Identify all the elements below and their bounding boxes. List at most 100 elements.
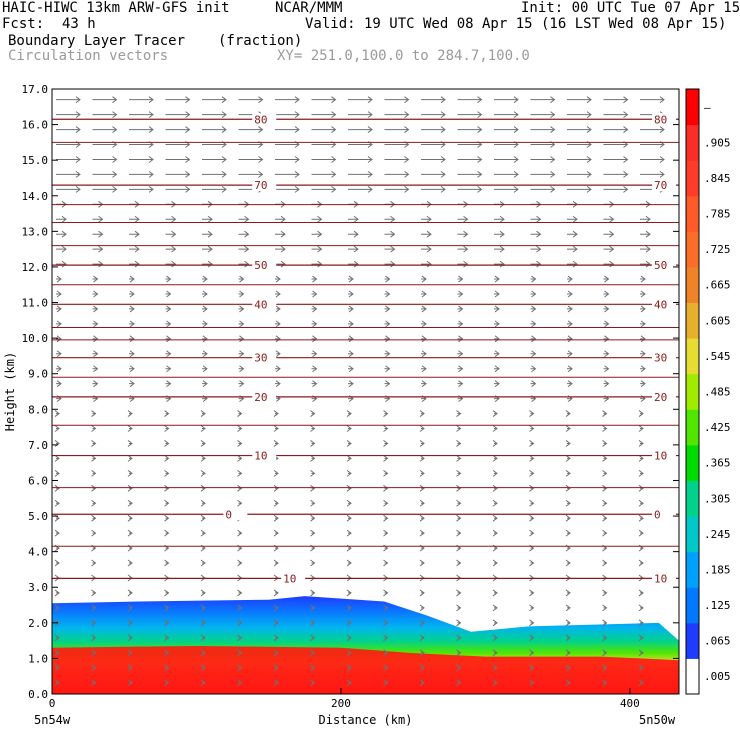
- vector-arrow: [638, 499, 644, 507]
- vector-arrow: [494, 350, 500, 358]
- vector-arrow: [603, 156, 629, 163]
- vector-arrow: [565, 499, 571, 507]
- contour-label-bg: [652, 298, 676, 311]
- vector-arrow: [602, 425, 608, 432]
- vector-arrow: [129, 350, 135, 358]
- colorbar-swatch: [686, 409, 699, 446]
- vector-arrow: [421, 156, 446, 163]
- vector-arrow: [54, 559, 60, 567]
- vector-arrow: [421, 350, 427, 358]
- vector-arrow: [457, 126, 483, 133]
- vector-arrow: [311, 350, 318, 358]
- vector-arrow: [311, 380, 318, 388]
- vector-arrow: [530, 320, 537, 328]
- vector-arrow: [640, 335, 646, 343]
- vector-arrow: [457, 260, 469, 268]
- vector-arrow: [346, 469, 352, 477]
- vector-arrow: [310, 484, 316, 492]
- vector-arrow: [202, 171, 227, 178]
- vector-arrow: [530, 275, 537, 283]
- vector-arrow: [92, 365, 99, 373]
- contour-label: 80: [654, 113, 667, 126]
- contour-label-bg: [652, 179, 676, 192]
- vector-arrow: [383, 529, 389, 537]
- vector-arrow: [456, 455, 462, 462]
- vector-arrow: [565, 619, 571, 627]
- colorbar-swatch: [686, 480, 699, 517]
- vector-arrow: [492, 425, 498, 432]
- vector-arrow: [202, 275, 208, 283]
- vector-arrow: [237, 410, 243, 417]
- vector-arrow: [421, 380, 427, 388]
- vector-arrow: [419, 514, 425, 522]
- vector-arrow: [202, 185, 227, 193]
- vector-arrow: [456, 529, 462, 537]
- colorbar-label: .065: [704, 635, 731, 648]
- vector-arrow: [638, 619, 644, 627]
- vector-arrow: [567, 96, 592, 104]
- vector-arrow: [492, 604, 498, 612]
- vector-arrow: [129, 156, 154, 163]
- vector-arrow: [200, 440, 206, 447]
- vector-arrow: [56, 365, 62, 373]
- vector-arrow: [92, 290, 99, 298]
- vector-arrow: [492, 499, 498, 507]
- colorbar-swatch: [686, 444, 699, 481]
- vector-arrow: [456, 499, 462, 507]
- vector-arrow: [565, 410, 571, 417]
- vector-arrow: [127, 529, 133, 537]
- vector-arrow: [529, 425, 535, 432]
- vector-arrow: [492, 514, 498, 522]
- vector-arrow: [164, 649, 170, 657]
- x-tick-label: 0: [49, 697, 56, 710]
- vector-arrow: [54, 484, 60, 492]
- vector-arrow: [129, 96, 154, 104]
- vector-arrow: [273, 484, 279, 492]
- vector-arrow: [275, 126, 300, 133]
- colorbar-label: .365: [704, 457, 731, 470]
- vector-arrow: [457, 290, 464, 298]
- vector-arrow: [494, 156, 519, 163]
- vector-arrow: [384, 245, 396, 253]
- vector-arrow: [384, 365, 391, 373]
- vector-arrow: [640, 171, 665, 178]
- vector-arrow: [419, 469, 425, 477]
- vector-arrow: [602, 619, 608, 627]
- vector-arrow: [237, 529, 243, 537]
- vector-arrow: [530, 365, 537, 373]
- vector-arrow: [127, 469, 133, 477]
- vector-arrow: [640, 215, 651, 223]
- vector-arrow: [237, 604, 243, 612]
- vector-arrow: [129, 305, 135, 313]
- vector-arrow: [238, 290, 245, 298]
- vector-arrow: [456, 410, 462, 417]
- vector-arrow: [346, 484, 352, 492]
- vector-arrow: [238, 380, 245, 388]
- vector-arrow: [602, 604, 608, 612]
- vector-arrow: [494, 96, 519, 104]
- vector-arrow: [602, 410, 608, 417]
- vector-arrow: [56, 156, 81, 163]
- vector-arrow: [638, 410, 644, 417]
- vector-arrow: [129, 335, 135, 343]
- vector-arrow: [421, 96, 446, 104]
- vector-arrow: [273, 440, 279, 447]
- vector-arrow: [200, 559, 206, 567]
- vector-arrow: [383, 484, 389, 492]
- vector-arrow: [91, 455, 97, 462]
- contour-label-bg: [252, 113, 277, 126]
- vector-arrow: [127, 559, 133, 567]
- colorbar-swatch: [686, 89, 699, 126]
- vector-arrow: [127, 410, 133, 417]
- vector-arrow: [92, 320, 99, 328]
- vector-arrow: [275, 365, 281, 373]
- vector-arrow: [421, 215, 432, 223]
- contour-label: 0: [654, 508, 661, 521]
- vector-arrow: [54, 455, 60, 462]
- vector-arrow: [384, 215, 396, 223]
- vector-arrow: [275, 380, 281, 388]
- vector-arrow: [165, 215, 177, 223]
- vector-arrow: [54, 649, 60, 657]
- vector-arrow: [348, 275, 354, 283]
- vector-arrow: [238, 305, 245, 313]
